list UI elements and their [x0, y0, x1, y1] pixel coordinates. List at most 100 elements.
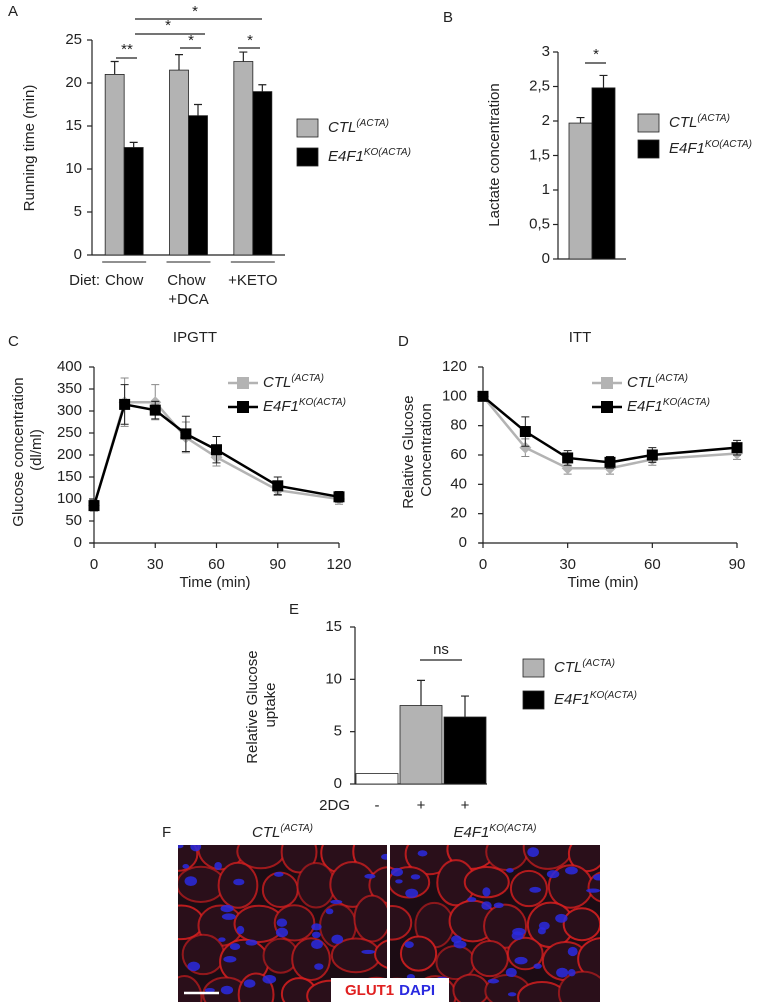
cell: [485, 845, 529, 872]
nucleus: [364, 873, 376, 879]
nucleus: [514, 956, 528, 965]
nucleus: [220, 904, 234, 913]
y-tick-label: 0,5: [529, 215, 550, 232]
nucleus: [511, 931, 524, 941]
y-tick-label: 1,5: [529, 146, 550, 163]
point: [519, 426, 531, 438]
cell: [562, 907, 600, 942]
nucleus: [507, 992, 517, 997]
nucleus: [187, 961, 201, 972]
legend-label: E4F1KO(ACTA): [328, 147, 411, 165]
x-tick-label: 30: [147, 556, 164, 573]
y-axis-label: Relative Glucose uptake: [244, 646, 279, 764]
y-tick-label: 250: [57, 424, 82, 441]
significance: *: [188, 32, 194, 49]
chart-title: ITT: [569, 329, 592, 346]
bar: [123, 147, 144, 256]
nucleus: [204, 987, 215, 993]
nucleus: [505, 967, 517, 978]
cell: [470, 940, 509, 978]
nucleus: [529, 886, 542, 893]
legend-swatch: [296, 147, 319, 167]
point: [604, 456, 616, 468]
cell: [452, 973, 490, 1002]
x-tick-label: Chow: [105, 272, 144, 289]
x-tick-label: 60: [644, 556, 661, 573]
legend-label: CTL(ACTA): [263, 373, 324, 391]
significance: *: [192, 3, 198, 20]
nucleus: [311, 939, 323, 950]
cell: [353, 894, 387, 943]
x-axis-label: 2DG: [319, 797, 350, 814]
point: [519, 441, 532, 454]
y-tick-label: 10: [65, 160, 82, 177]
legend-marker: [237, 401, 249, 413]
nucleus: [190, 845, 202, 852]
error-bar: [599, 74, 608, 88]
significance: *: [593, 46, 599, 63]
y-tick-label: 5: [334, 723, 342, 740]
error-bar: [175, 54, 183, 71]
y-axis-label: Running time (min): [21, 85, 38, 212]
nucleus: [482, 887, 491, 897]
panel-letter: F: [162, 824, 171, 841]
point: [272, 480, 284, 492]
bar: [104, 74, 125, 256]
y-axis-label: Relative Glucose Concentration: [400, 391, 435, 509]
cell: [463, 866, 510, 899]
nucleus: [311, 923, 322, 931]
legend-label: E4F1KO(ACTA): [627, 397, 710, 415]
nucleus: [184, 876, 198, 887]
nucleus: [273, 871, 284, 877]
panel-letter: C: [8, 333, 19, 350]
y-tick-label: 10: [325, 670, 342, 687]
nucleus: [404, 941, 414, 948]
nucleus: [546, 870, 560, 879]
nucleus: [593, 873, 600, 881]
nucleus: [538, 921, 550, 930]
significance: ns: [433, 641, 449, 658]
bar: [233, 61, 254, 256]
y-tick-label: 40: [450, 475, 467, 492]
legend-swatch: [296, 118, 319, 138]
y-axis-label: Glucose concentration (dl/ml): [10, 373, 45, 526]
cell: [178, 975, 203, 1002]
x-tick-label: 120: [326, 556, 351, 573]
bar: [252, 91, 273, 256]
micrograph: [390, 845, 600, 1002]
nucleus: [330, 899, 343, 904]
x-axis-label: Time (min): [179, 574, 250, 591]
nucleus: [325, 908, 334, 915]
stain-label: GLUT1 DAPI: [345, 982, 435, 999]
x-tick-label: 90: [729, 556, 746, 573]
nucleus: [567, 946, 578, 957]
chart-title: IPGTT: [173, 329, 217, 346]
significance: **: [121, 41, 133, 58]
y-axis-label: Lactate concentration: [486, 83, 503, 226]
legend-label: E4F1KO(ACTA): [263, 397, 346, 415]
y-tick-label: 80: [450, 417, 467, 434]
error-bar: [129, 141, 138, 148]
error-bar: [194, 103, 202, 116]
error-bar: [258, 84, 267, 92]
legend-marker: [237, 377, 249, 389]
x-tick-label: 0: [90, 556, 98, 573]
x-tick-label: Chow +DCA: [167, 272, 210, 308]
cell: [291, 937, 331, 982]
error-bar: [110, 60, 119, 75]
nucleus: [467, 897, 477, 902]
error-bar: [417, 679, 425, 706]
legend-label: CTL(ACTA): [627, 373, 688, 391]
y-tick-label: 2: [542, 112, 550, 129]
cell: [390, 905, 413, 941]
cell: [261, 871, 299, 908]
nucleus: [178, 845, 184, 849]
bar: [443, 716, 487, 785]
y-tick-label: 400: [57, 358, 82, 375]
nucleus: [567, 969, 576, 977]
x-tick-label: +: [417, 797, 426, 814]
nucleus: [487, 978, 500, 984]
legend-swatch: [522, 690, 545, 710]
nucleus: [311, 931, 321, 939]
